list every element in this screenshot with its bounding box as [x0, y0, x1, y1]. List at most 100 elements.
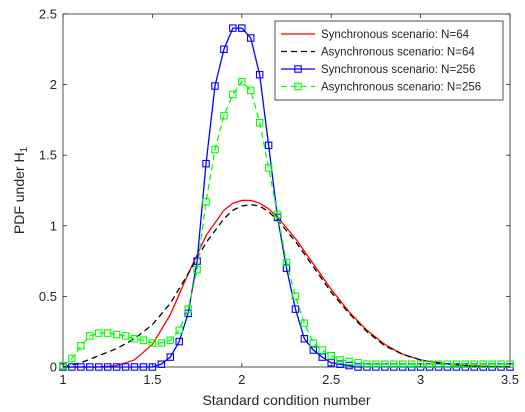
data-point-marker	[86, 363, 94, 371]
y-tick-label: 0	[50, 360, 57, 375]
data-point-marker	[229, 90, 237, 99]
data-point-marker	[309, 346, 318, 354]
data-point-marker	[407, 360, 416, 368]
data-point-marker	[363, 360, 371, 368]
y-tick-label: 1	[50, 218, 57, 233]
data-point-marker	[86, 332, 94, 340]
data-point-marker	[139, 363, 148, 371]
data-point-marker	[372, 360, 380, 368]
data-point-marker	[291, 292, 300, 301]
legend-label: Asynchronous scenario: N=64	[321, 47, 475, 59]
series-4	[59, 78, 514, 370]
x-tick-label: 1.5	[143, 372, 161, 387]
data-point-marker	[95, 363, 103, 371]
data-point-marker	[68, 354, 76, 363]
axes: 1 1.5 2 2.5 3 3.5 0 0.5 1 1.5 2 2.5	[39, 7, 519, 388]
data-point-marker	[77, 363, 85, 371]
data-point-marker	[238, 24, 246, 32]
data-point-marker	[327, 351, 335, 360]
y-axis-label: PDF under H1	[11, 146, 30, 234]
series-layer	[59, 24, 514, 371]
data-point-marker	[95, 329, 103, 337]
legend-label: Synchronous scenario: N=64	[321, 29, 470, 41]
data-point-marker	[175, 326, 183, 335]
data-point-marker	[434, 360, 443, 368]
data-point-marker	[220, 111, 228, 120]
data-point-marker	[238, 78, 246, 86]
y-tick-label: 0.5	[39, 289, 57, 304]
data-point-marker	[398, 360, 407, 368]
data-point-marker	[255, 118, 264, 127]
data-point-marker	[452, 360, 461, 368]
data-point-marker	[390, 360, 398, 368]
data-point-marker	[497, 360, 505, 368]
data-point-marker	[461, 360, 470, 368]
data-point-marker	[488, 360, 496, 368]
data-point-marker	[157, 360, 166, 368]
legend-marker	[294, 65, 302, 73]
data-point-marker	[345, 357, 353, 366]
y-tick-label: 2	[50, 77, 57, 92]
y-tick-label: 2.5	[39, 7, 57, 22]
data-point-marker	[255, 70, 264, 79]
legend-item: Asynchronous scenario: N=256	[281, 82, 481, 94]
legend-label: Asynchronous scenario: N=256	[321, 82, 481, 94]
data-point-marker	[139, 336, 148, 344]
x-tick-label: 3.5	[501, 372, 519, 387]
data-point-marker	[354, 359, 362, 367]
data-point-marker	[291, 305, 300, 313]
data-point-marker	[121, 363, 130, 371]
data-point-marker	[443, 360, 452, 368]
data-point-marker	[193, 265, 201, 274]
data-point-marker	[425, 360, 434, 368]
x-tick-label: 2.5	[322, 372, 340, 387]
data-point-marker	[416, 360, 425, 368]
data-point-marker	[336, 360, 344, 368]
data-point-marker	[103, 329, 112, 337]
y-tick-label: 1.5	[39, 148, 57, 163]
data-point-marker	[336, 356, 344, 364]
data-point-marker	[479, 360, 487, 368]
data-point-marker	[318, 353, 327, 361]
data-point-marker	[470, 360, 478, 368]
data-point-marker	[211, 82, 219, 90]
data-point-marker	[157, 339, 166, 347]
data-point-marker	[273, 210, 282, 219]
data-point-marker	[166, 336, 175, 344]
data-point-marker	[318, 346, 327, 354]
data-point-marker	[211, 145, 219, 154]
legend: Synchronous scenario: N=64 Asynchronous s…	[274, 20, 504, 101]
x-axis-label: Standard condition number	[202, 392, 370, 408]
data-point-marker	[166, 353, 175, 361]
data-point-marker	[300, 319, 309, 327]
data-point-marker	[112, 363, 121, 371]
data-point-marker	[184, 309, 192, 318]
data-point-marker	[130, 363, 139, 371]
data-point-marker	[354, 363, 362, 371]
data-point-marker	[202, 198, 210, 206]
data-point-marker	[112, 330, 121, 339]
legend-label: Synchronous scenario: N=256	[321, 64, 475, 76]
data-point-marker	[300, 335, 309, 343]
data-point-marker	[229, 24, 237, 32]
data-point-marker	[309, 339, 318, 347]
data-point-marker	[130, 335, 139, 343]
y-axis-label-subscript: 1	[19, 146, 30, 152]
data-point-marker	[148, 339, 157, 347]
data-point-marker	[68, 363, 76, 371]
data-point-marker	[175, 337, 183, 346]
x-tick-label: 3	[417, 372, 424, 387]
data-point-marker	[246, 34, 255, 42]
data-point-marker	[345, 361, 353, 370]
data-point-marker	[103, 363, 112, 371]
x-tick-label: 1	[59, 372, 66, 387]
data-point-marker	[220, 45, 228, 54]
legend-item: Synchronous scenario: N=64	[281, 29, 470, 41]
data-point-marker	[193, 257, 201, 265]
data-point-marker	[264, 141, 273, 150]
data-point-marker	[282, 258, 291, 267]
data-point-marker	[77, 342, 85, 350]
legend-marker	[294, 82, 302, 91]
data-point-marker	[59, 361, 67, 370]
